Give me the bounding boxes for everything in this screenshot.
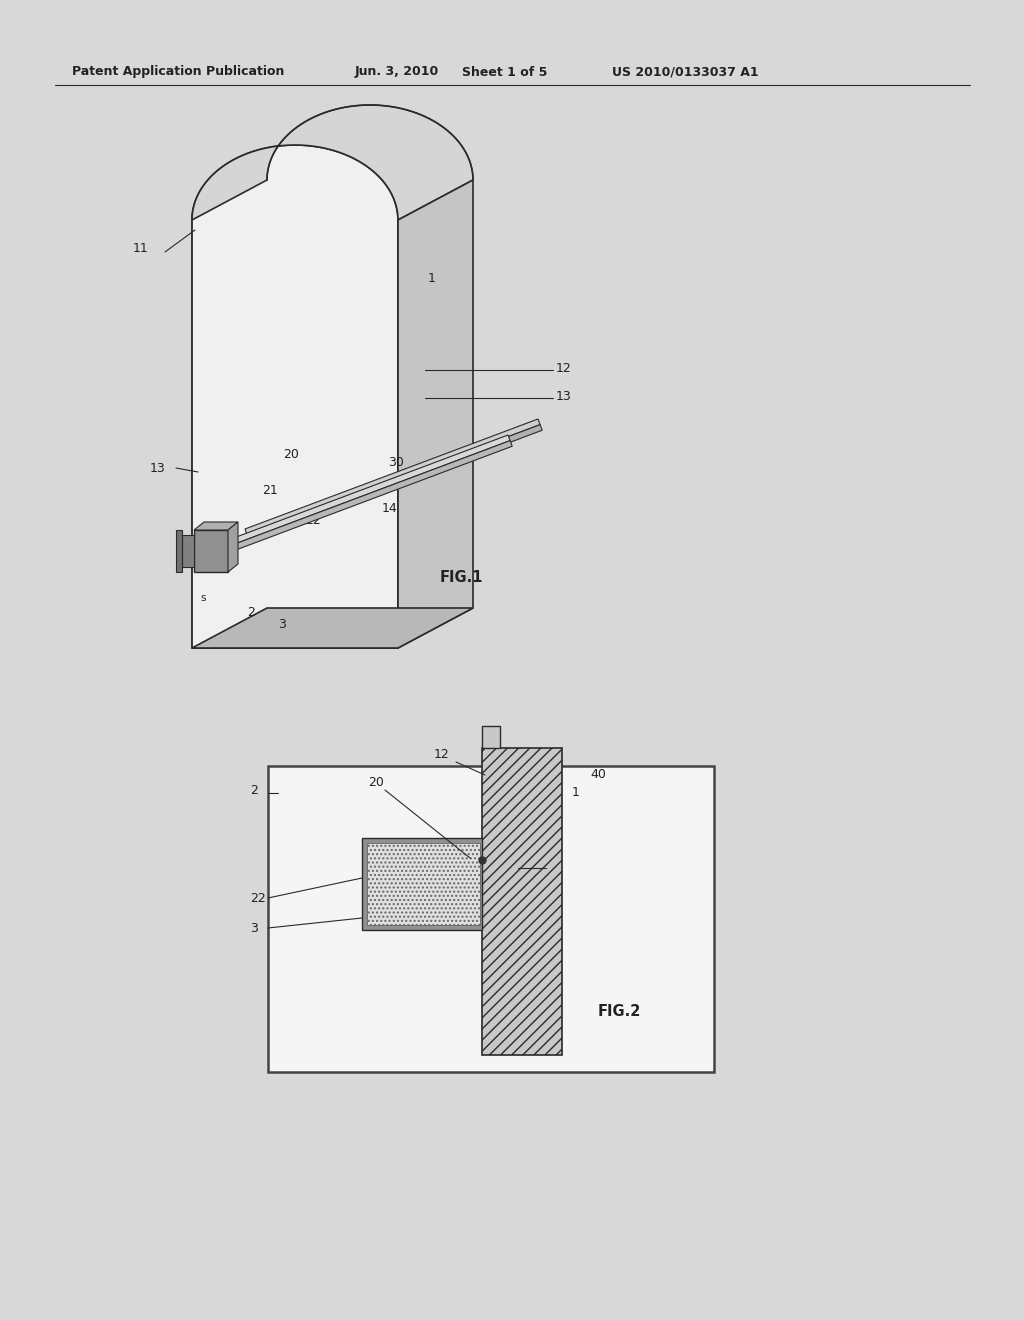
Polygon shape (228, 521, 238, 572)
Text: 21: 21 (548, 862, 564, 874)
Text: 22: 22 (250, 891, 266, 904)
Text: 20: 20 (368, 776, 384, 789)
Text: 14: 14 (382, 502, 397, 515)
Polygon shape (367, 843, 480, 925)
Text: 13: 13 (150, 462, 166, 474)
Polygon shape (182, 535, 194, 568)
Text: 12: 12 (434, 748, 450, 762)
Text: 1: 1 (572, 787, 580, 800)
Polygon shape (193, 106, 473, 220)
Polygon shape (245, 418, 540, 535)
Text: Jun. 3, 2010: Jun. 3, 2010 (355, 66, 439, 78)
Text: FIG.1: FIG.1 (440, 569, 483, 585)
Text: Patent Application Publication: Patent Application Publication (72, 66, 285, 78)
Text: 3: 3 (278, 619, 286, 631)
Polygon shape (482, 748, 562, 1055)
Text: 1: 1 (428, 272, 436, 285)
Text: 30: 30 (388, 457, 403, 470)
Polygon shape (398, 180, 473, 648)
Polygon shape (482, 726, 500, 748)
Polygon shape (268, 766, 714, 1072)
Text: 11: 11 (133, 242, 148, 255)
Text: FIG.2: FIG.2 (598, 1005, 641, 1019)
Text: 13: 13 (556, 389, 571, 403)
Text: 21: 21 (262, 483, 278, 496)
Text: 20: 20 (283, 449, 299, 462)
Polygon shape (193, 145, 398, 648)
Text: 2: 2 (250, 784, 258, 796)
Text: L: L (177, 557, 182, 568)
Polygon shape (176, 531, 182, 572)
Polygon shape (193, 180, 267, 648)
Polygon shape (194, 521, 238, 531)
Text: 40: 40 (590, 768, 606, 781)
Text: 2: 2 (247, 606, 255, 619)
Text: s: s (200, 593, 206, 603)
Polygon shape (362, 838, 482, 931)
Polygon shape (194, 531, 228, 572)
Polygon shape (217, 441, 512, 556)
Text: e: e (177, 546, 183, 557)
Text: Sheet 1 of 5: Sheet 1 of 5 (462, 66, 548, 78)
Text: 22: 22 (305, 513, 321, 527)
Text: 3: 3 (250, 921, 258, 935)
Polygon shape (193, 609, 473, 648)
Polygon shape (247, 425, 543, 540)
Text: US 2010/0133037 A1: US 2010/0133037 A1 (612, 66, 759, 78)
Text: 12: 12 (556, 362, 571, 375)
Polygon shape (215, 436, 510, 550)
